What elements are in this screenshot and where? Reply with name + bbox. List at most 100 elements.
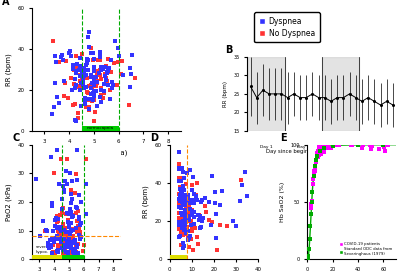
Point <box>78 81 84 85</box>
Point <box>80 67 86 72</box>
Point <box>320 147 326 152</box>
Point <box>51 105 58 109</box>
Point <box>49 111 55 116</box>
Point <box>55 248 62 253</box>
Point <box>76 216 82 221</box>
Point <box>82 73 88 77</box>
Point <box>219 188 226 193</box>
Point <box>96 94 103 99</box>
Point <box>185 211 191 216</box>
Point <box>180 229 186 233</box>
Point <box>175 217 182 221</box>
Point <box>62 81 68 86</box>
Point <box>78 65 84 69</box>
Point <box>180 242 186 246</box>
Point <box>68 201 74 205</box>
Point <box>91 98 97 102</box>
Point <box>70 67 76 72</box>
Point <box>182 209 188 213</box>
Point <box>206 218 212 222</box>
Point <box>70 228 76 232</box>
Point <box>58 236 64 240</box>
Point <box>58 245 64 249</box>
Point <box>196 213 202 218</box>
Text: severe
hypox.: severe hypox. <box>36 245 49 254</box>
Point <box>70 239 77 243</box>
Point <box>90 51 96 55</box>
Point <box>308 200 315 204</box>
Point <box>49 237 55 241</box>
Point <box>59 232 65 236</box>
Point <box>177 193 184 198</box>
Point <box>320 144 326 149</box>
Point <box>48 251 55 256</box>
Point <box>86 108 92 112</box>
Point <box>184 171 190 175</box>
Point <box>312 158 319 163</box>
Point <box>176 211 183 215</box>
Point <box>177 223 184 227</box>
Point <box>189 208 195 212</box>
Point <box>57 213 63 218</box>
Point <box>79 75 86 79</box>
Point <box>76 193 82 197</box>
Point <box>67 246 74 251</box>
Point <box>188 220 194 224</box>
Point <box>56 232 62 236</box>
Point <box>191 192 198 196</box>
Point <box>98 77 104 82</box>
Point <box>194 235 201 239</box>
Point <box>55 243 62 247</box>
Point <box>182 219 188 223</box>
Point <box>91 118 98 123</box>
Point <box>74 230 80 234</box>
Point <box>72 191 79 195</box>
Point <box>50 250 56 254</box>
Point <box>126 103 132 107</box>
Point <box>71 240 78 245</box>
Point <box>320 150 327 154</box>
Point <box>64 245 70 250</box>
Point <box>320 146 327 150</box>
Point <box>62 248 68 253</box>
Point <box>60 58 66 63</box>
Point <box>179 213 185 217</box>
Point <box>187 201 194 206</box>
Point <box>76 84 82 89</box>
Point <box>80 74 87 78</box>
Point <box>89 75 96 79</box>
Point <box>85 57 91 62</box>
Point <box>90 91 96 95</box>
Point <box>80 66 86 70</box>
Point <box>84 57 90 61</box>
Point <box>348 143 354 147</box>
Point <box>65 96 72 100</box>
Point <box>68 245 74 249</box>
Point <box>181 223 188 227</box>
Point <box>60 246 66 250</box>
Point <box>178 220 184 225</box>
Point <box>196 218 202 222</box>
Point <box>68 251 75 255</box>
Point <box>309 190 316 194</box>
Point <box>33 177 40 181</box>
Point <box>382 149 388 153</box>
Point <box>176 221 182 225</box>
Point <box>115 60 122 64</box>
Point <box>192 226 198 230</box>
Point <box>70 250 76 254</box>
Point <box>61 79 68 83</box>
Point <box>93 89 99 93</box>
Point <box>108 58 114 63</box>
Point <box>98 88 104 92</box>
Point <box>72 241 78 245</box>
Point <box>77 236 83 241</box>
Point <box>68 192 74 196</box>
Point <box>44 243 51 248</box>
Point <box>58 229 64 233</box>
Point <box>184 219 191 223</box>
Point <box>66 221 72 226</box>
Point <box>61 229 68 234</box>
Point <box>96 68 103 72</box>
Text: Day 3: Day 3 <box>334 145 346 149</box>
